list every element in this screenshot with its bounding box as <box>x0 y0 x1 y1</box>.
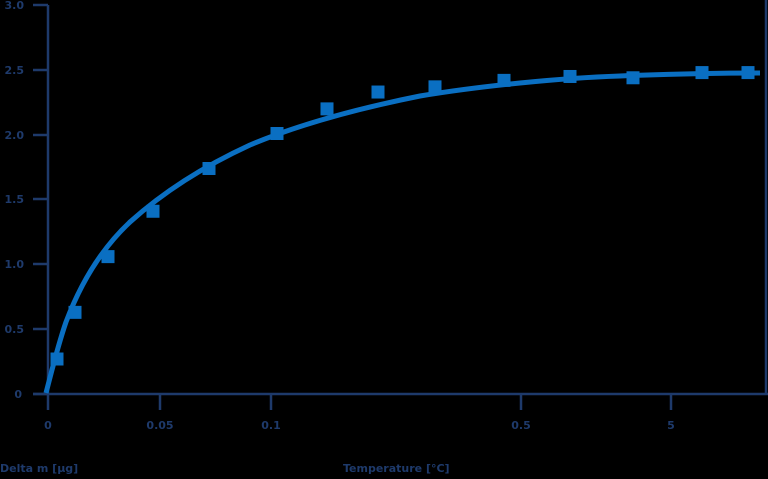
y-tick-label: 1.0 <box>5 258 25 271</box>
data-point-marker <box>270 127 284 141</box>
x-axis <box>33 392 768 410</box>
y-tick-label: 0 <box>14 388 22 401</box>
x-tick-label: 0.5 <box>511 419 531 432</box>
x-tick-label: 5 <box>667 419 675 432</box>
data-point-marker <box>741 66 755 80</box>
y-axis <box>33 3 50 396</box>
x-axis-title: Temperature [°C] <box>343 462 450 475</box>
x-tick-labels: 0 0.05 0.1 0.5 5 <box>44 419 675 432</box>
y-tick-label: 2.0 <box>5 129 25 142</box>
y-tick-label: 2.5 <box>5 64 25 77</box>
data-point-marker <box>146 204 160 218</box>
data-point-marker <box>50 352 64 366</box>
y-tick-labels: 3.0 2.5 2.0 1.5 1.0 0.5 0 <box>5 0 25 401</box>
x-tick-label: 0 <box>44 419 52 432</box>
data-point-marker <box>320 102 334 116</box>
y-tick-label: 0.5 <box>5 323 25 336</box>
fit-curve <box>43 70 761 394</box>
data-point-marker <box>497 73 511 87</box>
data-point-marker <box>563 69 577 83</box>
y-axis-title: Delta m [µg] <box>0 462 78 475</box>
x-tick-label: 0.1 <box>261 419 281 432</box>
data-point-marker <box>626 71 640 85</box>
y-tick-label: 3.0 <box>5 0 25 12</box>
y-tick-label: 1.5 <box>5 193 25 206</box>
data-point-marker <box>371 85 385 99</box>
data-markers <box>50 66 755 366</box>
data-point-marker <box>428 80 442 94</box>
data-point-marker <box>68 305 82 319</box>
data-point-marker <box>202 161 216 175</box>
data-point-marker <box>101 250 115 264</box>
x-tick-label: 0.05 <box>146 419 173 432</box>
data-point-marker <box>695 66 709 80</box>
